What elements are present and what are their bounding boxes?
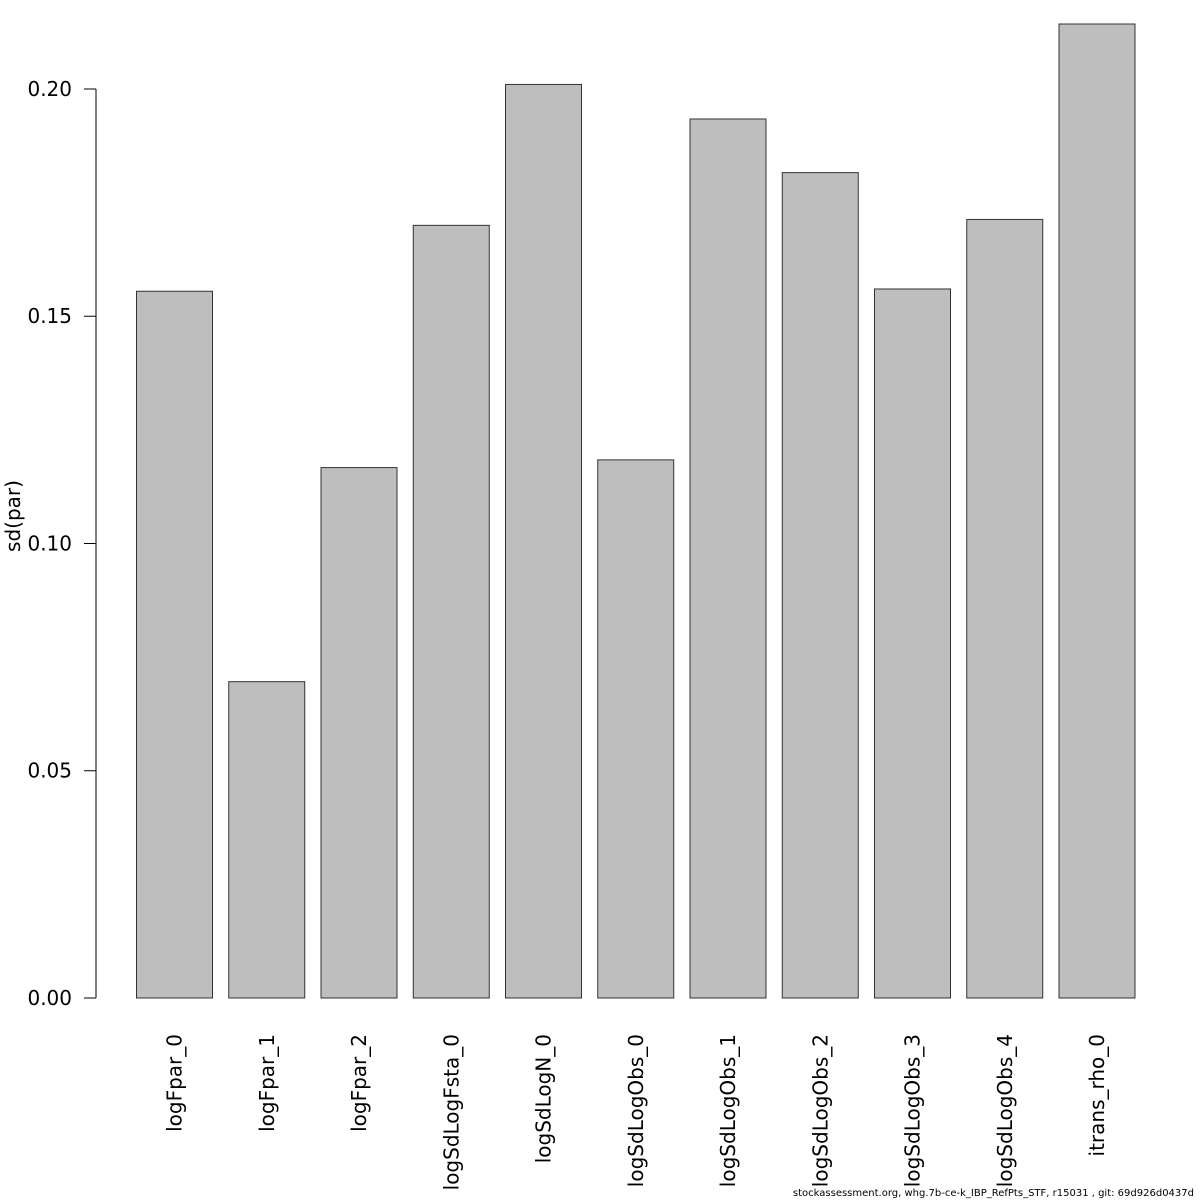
x-tick-label: logSdLogObs_1 [716, 1034, 740, 1187]
bar-itrans_rho_0 [1058, 23, 1136, 999]
x-tick-label: itrans_rho_0 [1085, 1034, 1109, 1156]
bar-logSdLogN_0 [505, 83, 582, 999]
y-tick-label: 0.05 [27, 759, 72, 783]
x-tick-label: logFpar_2 [347, 1034, 371, 1132]
bar-logFpar_2 [320, 467, 398, 999]
bar-logSdLogFsta_0 [412, 224, 490, 999]
x-tick-label: logSdLogN_0 [532, 1034, 556, 1163]
x-tick-label: logSdLogObs_2 [808, 1034, 832, 1187]
y-tick-label: 0.00 [27, 986, 72, 1010]
y-axis: 0.00 0.05 0.10 0.15 0.20 [27, 77, 97, 1010]
x-tick-label: logFpar_0 [163, 1034, 187, 1132]
x-tick-label: logSdLogObs_3 [901, 1034, 925, 1187]
x-tick-label: logSdLogFsta_0 [439, 1034, 463, 1190]
bar-logSdLogObs_0 [597, 459, 675, 999]
bar-logSdLogObs_4 [966, 218, 1044, 999]
x-tick-label: logSdLogObs_0 [624, 1034, 648, 1187]
bar-logFpar_1 [228, 681, 306, 999]
y-tick-label: 0.10 [27, 531, 72, 555]
bar-logSdLogObs_2 [781, 172, 859, 999]
y-axis-label: sd(par) [1, 480, 25, 552]
bars [136, 23, 1136, 999]
x-tick-label: logFpar_1 [255, 1034, 279, 1132]
y-tick-label: 0.20 [27, 77, 72, 101]
footer-credit: stockassessment.org, whg.7b-ce-k_IBP_Ref… [792, 1188, 1194, 1199]
bar-logFpar_0 [136, 290, 213, 999]
y-tick-label: 0.15 [27, 304, 72, 328]
bar-logSdLogObs_3 [874, 288, 951, 999]
x-tick-label: logSdLogObs_4 [993, 1034, 1017, 1187]
bar-logSdLogObs_1 [689, 118, 767, 999]
x-axis-labels: logFpar_0 logFpar_1 logFpar_2 logSdLogFsta_… [163, 1034, 1110, 1190]
